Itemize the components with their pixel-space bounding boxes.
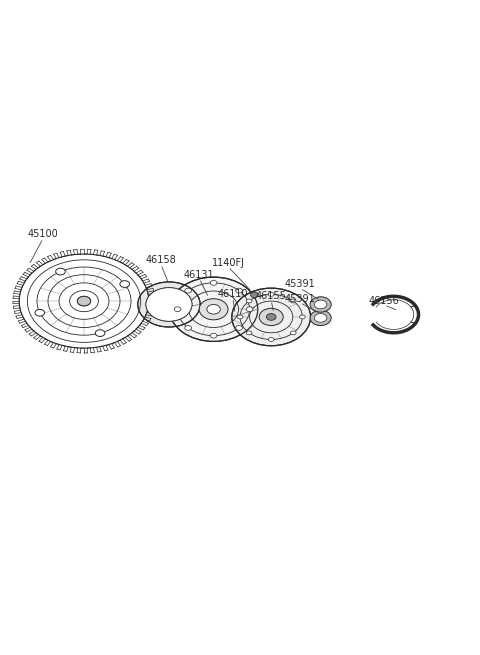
Ellipse shape <box>77 296 91 306</box>
Ellipse shape <box>236 326 242 330</box>
Ellipse shape <box>290 299 296 303</box>
Ellipse shape <box>246 307 253 312</box>
Ellipse shape <box>169 277 258 341</box>
Ellipse shape <box>290 331 296 335</box>
Ellipse shape <box>35 309 45 316</box>
Ellipse shape <box>314 314 327 322</box>
Ellipse shape <box>120 281 130 288</box>
Ellipse shape <box>268 293 274 296</box>
Ellipse shape <box>310 310 331 326</box>
Ellipse shape <box>210 333 217 338</box>
Ellipse shape <box>268 337 274 341</box>
Ellipse shape <box>185 288 192 293</box>
Ellipse shape <box>310 297 331 312</box>
Ellipse shape <box>246 299 252 303</box>
Text: 46158: 46158 <box>145 255 176 265</box>
Ellipse shape <box>259 309 283 326</box>
Ellipse shape <box>251 292 258 298</box>
Text: 45391: 45391 <box>285 293 315 304</box>
Text: 46155: 46155 <box>256 291 287 301</box>
Ellipse shape <box>185 326 192 330</box>
Ellipse shape <box>56 269 65 275</box>
Ellipse shape <box>174 307 181 312</box>
Ellipse shape <box>207 305 220 314</box>
Text: 46110: 46110 <box>217 289 248 299</box>
Ellipse shape <box>236 288 242 293</box>
Ellipse shape <box>232 288 311 346</box>
Ellipse shape <box>266 314 276 320</box>
Text: 45391: 45391 <box>285 279 315 290</box>
Ellipse shape <box>146 288 192 321</box>
Text: 45100: 45100 <box>28 229 59 239</box>
Ellipse shape <box>199 299 228 320</box>
Ellipse shape <box>96 329 105 337</box>
Ellipse shape <box>210 280 217 286</box>
Text: 46131: 46131 <box>184 270 215 280</box>
Text: 1140FJ: 1140FJ <box>212 257 244 268</box>
Ellipse shape <box>237 315 243 319</box>
Text: 46156: 46156 <box>369 296 399 306</box>
Ellipse shape <box>314 300 327 309</box>
Ellipse shape <box>138 282 200 327</box>
Ellipse shape <box>246 331 252 335</box>
Ellipse shape <box>300 315 305 319</box>
